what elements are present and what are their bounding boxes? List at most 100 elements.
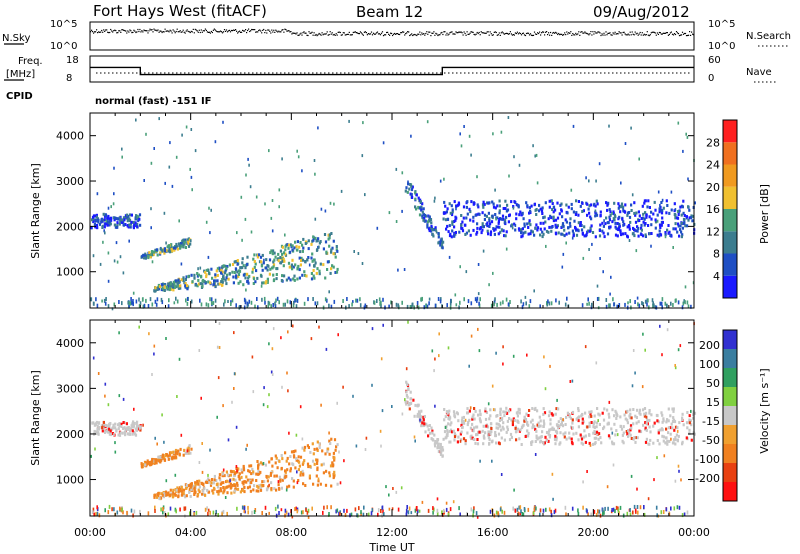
data-cell — [334, 255, 337, 259]
data-cell — [672, 416, 675, 420]
data-cell — [622, 425, 625, 429]
data-cell — [391, 405, 393, 408]
data-cell — [211, 276, 214, 280]
data-cell — [638, 157, 640, 161]
n-sky-point — [188, 31, 190, 33]
n-sky-point — [531, 34, 534, 37]
n-sky-point — [158, 31, 160, 33]
data-cell — [299, 455, 303, 459]
data-cell — [589, 412, 592, 416]
data-cell — [555, 232, 558, 236]
data-cell — [231, 263, 235, 266]
data-cell — [683, 299, 685, 304]
data-cell — [645, 411, 648, 415]
n-sky-point — [391, 32, 393, 35]
n-sky-point — [157, 29, 159, 31]
data-cell — [539, 424, 542, 428]
data-cell — [237, 273, 241, 276]
data-cell — [404, 398, 406, 402]
data-cell — [303, 270, 306, 274]
data-cell — [175, 509, 177, 514]
data-cell — [338, 511, 340, 516]
data-cell — [541, 212, 544, 215]
data-cell — [298, 276, 301, 280]
data-cell — [233, 331, 235, 335]
data-cell — [667, 426, 670, 430]
data-cell — [458, 506, 460, 511]
n-sky-point — [228, 29, 231, 31]
data-cell — [222, 277, 225, 281]
data-cell — [533, 507, 536, 512]
data-cell — [268, 149, 270, 153]
n-sky-point — [433, 31, 435, 33]
data-cell — [380, 304, 382, 309]
data-cell — [299, 263, 302, 267]
n-sky-point — [429, 31, 431, 33]
data-cell — [686, 510, 689, 515]
n-sky-point — [350, 34, 352, 36]
data-cell — [613, 201, 616, 205]
data-cell — [626, 511, 629, 516]
n-sky-point — [408, 31, 410, 33]
data-cell — [122, 427, 125, 430]
data-cell — [437, 450, 440, 453]
data-cell — [322, 471, 325, 475]
data-cell — [644, 299, 647, 304]
data-cell — [439, 243, 442, 247]
n-sky-point — [202, 30, 204, 32]
data-cell — [313, 447, 316, 451]
n-sky-point — [397, 33, 399, 35]
data-cell — [498, 424, 501, 428]
data-cell — [137, 424, 140, 428]
data-cell — [653, 200, 656, 204]
data-cell — [277, 504, 279, 509]
data-cell — [124, 223, 127, 226]
data-cell — [322, 263, 325, 267]
data-cell — [218, 346, 221, 349]
data-cell — [409, 183, 412, 186]
data-cell — [657, 190, 660, 194]
data-cell — [428, 229, 431, 233]
data-cell — [542, 441, 545, 444]
data-cell — [445, 507, 448, 512]
power-ylabel: Slant Range [km] — [29, 163, 42, 259]
data-cell — [453, 432, 456, 436]
data-cell — [498, 442, 501, 446]
data-cell — [139, 301, 142, 306]
data-cell — [228, 263, 231, 267]
data-cell — [562, 432, 565, 436]
data-cell — [650, 217, 653, 221]
data-cell — [327, 233, 330, 237]
data-cell — [388, 304, 390, 309]
data-cell — [166, 492, 169, 496]
data-cell — [562, 252, 565, 256]
data-cell — [322, 510, 324, 515]
data-cell — [407, 182, 410, 186]
data-cell — [636, 225, 639, 229]
data-cell — [488, 442, 491, 446]
data-cell — [122, 397, 125, 401]
data-cell — [561, 424, 565, 428]
data-cell — [588, 248, 590, 251]
data-cell — [548, 199, 551, 203]
data-cell — [243, 305, 246, 310]
data-cell — [503, 414, 506, 418]
data-cell — [603, 407, 606, 411]
data-cell — [255, 479, 258, 482]
data-cell — [149, 461, 152, 465]
x-tick-label: 00:00 — [74, 526, 106, 539]
data-cell — [106, 221, 109, 225]
data-cell — [118, 394, 121, 398]
data-cell — [555, 298, 557, 303]
data-cell — [654, 305, 657, 310]
data-cell — [542, 216, 545, 220]
n-sky-point — [510, 33, 512, 35]
n-sky-point — [459, 31, 461, 33]
n-sky-point — [346, 33, 348, 35]
data-cell — [446, 411, 449, 415]
n-sky-point — [358, 33, 360, 35]
data-cell — [530, 204, 533, 208]
n-sky-point — [121, 29, 123, 31]
n-sky-point — [681, 31, 684, 33]
data-cell — [381, 409, 384, 413]
